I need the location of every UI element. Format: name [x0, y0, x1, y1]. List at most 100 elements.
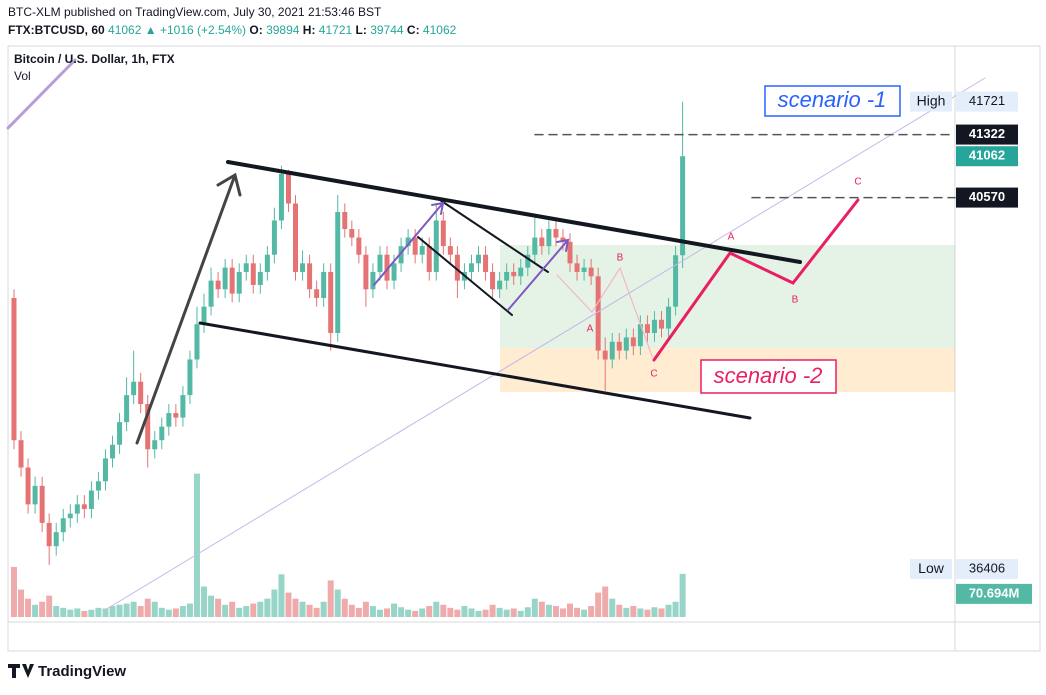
volume-bar [144, 598, 151, 617]
candle-body [11, 297, 17, 441]
ohlc-value: 39894 [266, 23, 300, 37]
candle-body [236, 271, 242, 294]
wave-label: A [728, 232, 735, 243]
volume-bar [623, 607, 630, 617]
price-tag [956, 146, 1018, 167]
candle-body [680, 156, 686, 256]
volume-bar [362, 601, 369, 617]
candle-body [187, 359, 193, 396]
volume-bar [95, 607, 102, 617]
candle-body [124, 395, 130, 423]
volume [10, 473, 686, 617]
candle-body [588, 267, 594, 277]
candle-body [314, 289, 320, 298]
volume-bar [412, 610, 419, 617]
candle-body [342, 211, 348, 230]
volume-bar [236, 607, 243, 617]
volume-bar [320, 601, 327, 617]
volume-bar [222, 604, 229, 617]
ohlc-value: 39744 [370, 23, 404, 37]
candle-body [532, 237, 538, 255]
volume-bar [201, 586, 208, 617]
ohlc-value: 41062 [423, 23, 457, 37]
volume-bar [672, 601, 679, 617]
volume-bar [433, 601, 440, 617]
volume-bar [67, 609, 74, 617]
candle-body [511, 271, 517, 277]
candle-body [651, 319, 657, 333]
volume-bar [215, 598, 222, 617]
candle-body [483, 254, 489, 272]
volume-bar [208, 595, 215, 617]
volume-bar [285, 592, 292, 617]
candle-body [300, 263, 306, 272]
volume-bar [32, 604, 39, 617]
volume-bar [53, 606, 60, 617]
candle-body [39, 485, 45, 523]
volume-bar [468, 608, 475, 617]
header: BTC-XLM published on TradingView.com, Ju… [8, 5, 457, 37]
volume-title: Vol [14, 69, 31, 83]
volume-bar [151, 601, 158, 617]
candle-body [32, 485, 38, 505]
candle-body [377, 254, 383, 272]
volume-bar [581, 609, 588, 617]
volume-bar [644, 609, 651, 617]
volume-bar [250, 603, 257, 617]
candle-body [419, 246, 425, 255]
volume-bar [419, 608, 426, 617]
candle-body [278, 173, 284, 221]
candle-body [468, 263, 474, 272]
volume-bar [341, 598, 348, 617]
volume-bar [531, 598, 538, 617]
volume-bar [348, 604, 355, 617]
candle-body [490, 271, 496, 290]
channel-upper [226, 160, 802, 264]
candle-body [574, 263, 580, 272]
volume-bar [567, 603, 574, 617]
candle-body [637, 324, 643, 347]
candle-body [117, 422, 123, 445]
volume-bar [292, 598, 299, 617]
price-tag [956, 91, 1018, 112]
candle-body [525, 254, 531, 268]
candle-body [666, 306, 672, 329]
candle-body [616, 341, 622, 351]
candle-body [595, 276, 601, 351]
volume-bar [123, 603, 130, 617]
flag-line [417, 236, 513, 316]
candle-body [102, 458, 108, 482]
candle-body [567, 241, 573, 264]
symbol-line: FTX:BTCUSD, 60 41062 ▲ +1016 (+2.54%) O:… [8, 23, 457, 37]
volume-bar [39, 601, 46, 617]
trend-line [104, 77, 986, 611]
volume-bar [376, 609, 383, 617]
candle-body [307, 263, 313, 290]
candle-body [673, 255, 679, 307]
ohlc-key: O: [249, 23, 262, 37]
candle-body [243, 263, 249, 272]
candle-body [18, 440, 24, 468]
candle-body [476, 254, 482, 264]
volume-bar [186, 603, 193, 617]
price-tag-name: High [917, 92, 946, 108]
volume-bar [229, 601, 236, 617]
volume-bar [102, 608, 109, 617]
wave-label: B [792, 295, 799, 306]
volume-bar [524, 607, 531, 617]
candle-body [166, 413, 172, 427]
volume-bar [559, 608, 566, 617]
volume-bar [552, 606, 559, 617]
candle-body [630, 337, 636, 347]
trend-line [6, 58, 77, 130]
volume-bar [257, 601, 264, 617]
candle-body [363, 254, 369, 290]
volume-bar [637, 608, 644, 617]
price-tag-label: 41322 [969, 126, 1005, 141]
volume-bar [398, 607, 405, 617]
volume-bar [137, 606, 144, 617]
volume-bar [60, 607, 67, 617]
volume-bar [602, 586, 609, 617]
tv-logo [8, 664, 34, 678]
volume-bar [278, 574, 285, 617]
